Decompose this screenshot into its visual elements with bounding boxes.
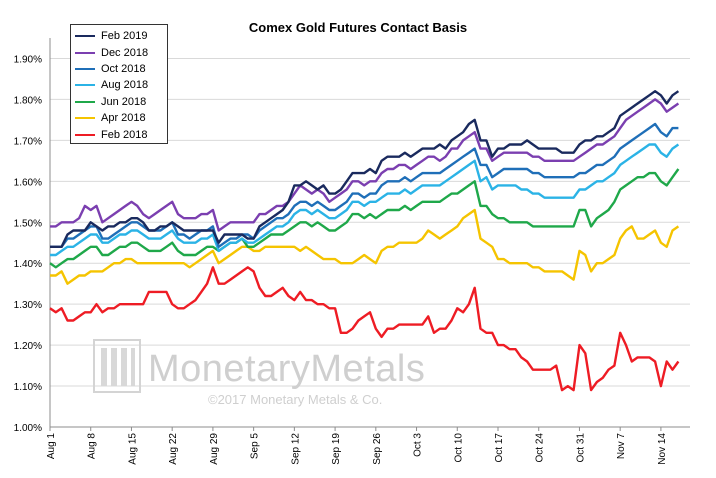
legend-item-aug-2018: Aug 2018 [75,77,163,93]
legend-swatch [75,51,95,54]
monetary-metals-logo-icon [93,339,141,393]
series-line-apr-2018 [50,208,680,285]
y-tick-label: 1.90% [14,54,42,65]
legend-label: Feb 2019 [101,30,148,43]
legend-label: Feb 2018 [101,128,148,141]
axes [49,38,690,428]
grid-lines [50,57,690,428]
legend-item-feb-2018: Feb 2018 [75,126,163,142]
y-tick-label: 1.70% [14,136,42,147]
x-tick-label: Oct 31 [575,433,586,463]
y-tick-label: 1.30% [14,300,42,311]
legend-swatch [75,67,95,70]
legend-swatch [75,117,95,120]
x-tick-label: Nov 7 [616,433,627,460]
legend-swatch [75,35,95,38]
watermark-copyright: ©2017 Monetary Metals & Co. [208,392,383,407]
legend-label: Apr 2018 [101,112,146,125]
legend-swatch [75,100,95,103]
x-axis-ticks: Aug 1 Aug 8 Aug 15 Aug 22 Aug 29 Sep 5 Sep 12 S… [46,427,668,465]
legend-label: Oct 2018 [101,62,146,75]
x-tick-label: Aug 15 [127,433,138,465]
series-line-feb-2018 [49,266,680,392]
x-tick-label: Aug 8 [87,433,98,460]
y-axis-ticks: 1.00% 1.10% 1.20% 1.30% 1.40% 1.50% 1.60% 1.70%… [14,54,42,434]
y-tick-label: 1.10% [14,382,42,393]
y-tick-label: 1.50% [14,218,42,229]
legend-item-oct-2018: Oct 2018 [75,61,163,77]
legend-label: Aug 2018 [101,79,149,92]
x-tick-label: Aug 29 [209,433,220,465]
x-tick-label: Aug 1 [46,433,57,460]
legend-label: Jun 2018 [101,95,147,108]
x-tick-label: Oct 24 [535,433,546,463]
x-tick-label: Sep 19 [331,433,342,465]
x-tick-label: Aug 22 [168,433,179,465]
series-line-jun-2018 [49,168,680,269]
y-tick-label: 1.20% [14,341,42,352]
legend: Feb 2019 Dec 2018 Oct 2018 Aug 2018 Jun 2018… [70,24,168,144]
series-line-dec-2018 [50,98,680,232]
watermark-brand: MonetaryMetals [148,348,426,390]
y-tick-label: 1.80% [14,95,42,106]
x-tick-label: Oct 3 [413,433,424,457]
x-tick-label: Nov 14 [657,433,668,465]
y-tick-label: 1.00% [14,423,42,434]
legend-swatch [75,84,95,87]
legend-item-feb-2019: Feb 2019 [75,28,163,44]
legend-swatch [75,133,95,136]
legend-item-jun-2018: Jun 2018 [75,94,163,110]
legend-label: Dec 2018 [101,46,149,59]
series-line-aug-2018 [50,143,680,257]
y-tick-label: 1.60% [14,177,42,188]
x-tick-label: Oct 17 [494,433,505,463]
series-lines [49,90,680,392]
legend-item-dec-2018: Dec 2018 [75,44,163,60]
series-line-feb-2019 [50,90,680,248]
x-tick-label: Oct 10 [453,433,464,463]
chart-title: Comex Gold Futures Contact Basis [248,20,468,35]
x-tick-label: Sep 5 [250,433,261,460]
x-tick-label: Sep 12 [290,433,301,465]
x-tick-label: Sep 26 [372,433,383,465]
legend-item-apr-2018: Apr 2018 [75,110,163,126]
y-tick-label: 1.40% [14,259,42,270]
